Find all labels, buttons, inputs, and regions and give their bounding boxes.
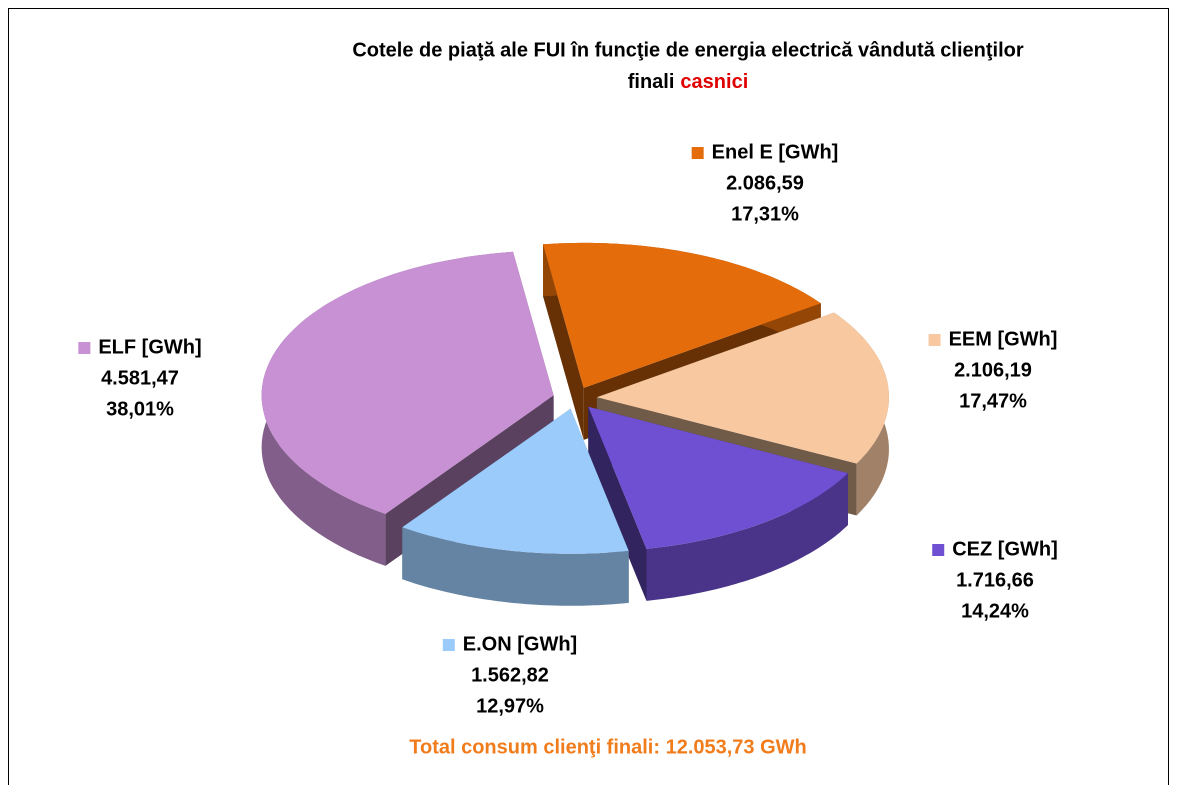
slice-edge-wall bbox=[588, 406, 647, 601]
slice bbox=[543, 242, 821, 388]
slice bbox=[596, 312, 889, 464]
legend-swatch bbox=[928, 334, 941, 346]
legend-label: ELF [GWh] bbox=[98, 336, 201, 358]
value-label: 1.716,66 bbox=[956, 569, 1034, 591]
slice bbox=[402, 408, 629, 554]
legend-swatch bbox=[691, 147, 704, 159]
legend-label: EEM [GWh] bbox=[949, 328, 1058, 350]
share-label: 12,97% bbox=[476, 695, 544, 717]
frame bbox=[8, 8, 1169, 785]
share-label: 14,24% bbox=[961, 600, 1029, 622]
share-label: 17,47% bbox=[959, 390, 1027, 412]
value-label: 1.562,82 bbox=[471, 664, 549, 686]
chart-title-highlight: casnici bbox=[680, 71, 748, 93]
value-label: 4.581,47 bbox=[101, 367, 179, 389]
chart-title: Cotele de piaţă ale FUI în funcţie de en… bbox=[352, 39, 1024, 61]
slice bbox=[261, 251, 554, 514]
share-label: 17,31% bbox=[731, 203, 799, 225]
slice-outer-wall bbox=[402, 527, 629, 606]
value-label: 2.086,59 bbox=[726, 172, 804, 194]
slice bbox=[588, 406, 848, 549]
chart-title-line: finali casnici bbox=[628, 71, 749, 93]
legend-label: CEZ [GWh] bbox=[952, 538, 1058, 560]
legend-swatch bbox=[932, 544, 945, 556]
legend-label: E.ON [GWh] bbox=[463, 633, 577, 655]
legend-swatch bbox=[78, 342, 91, 354]
total-note: Total consum clienţi finali: 12.053,73 G… bbox=[409, 736, 807, 758]
legend-label: Enel E [GWh] bbox=[712, 141, 839, 163]
value-label: 2.106,19 bbox=[954, 359, 1032, 381]
chart-title-part: finali bbox=[628, 71, 675, 93]
legend-swatch bbox=[442, 639, 455, 651]
slice-outer-wall bbox=[646, 473, 848, 601]
share-label: 38,01% bbox=[106, 398, 174, 420]
